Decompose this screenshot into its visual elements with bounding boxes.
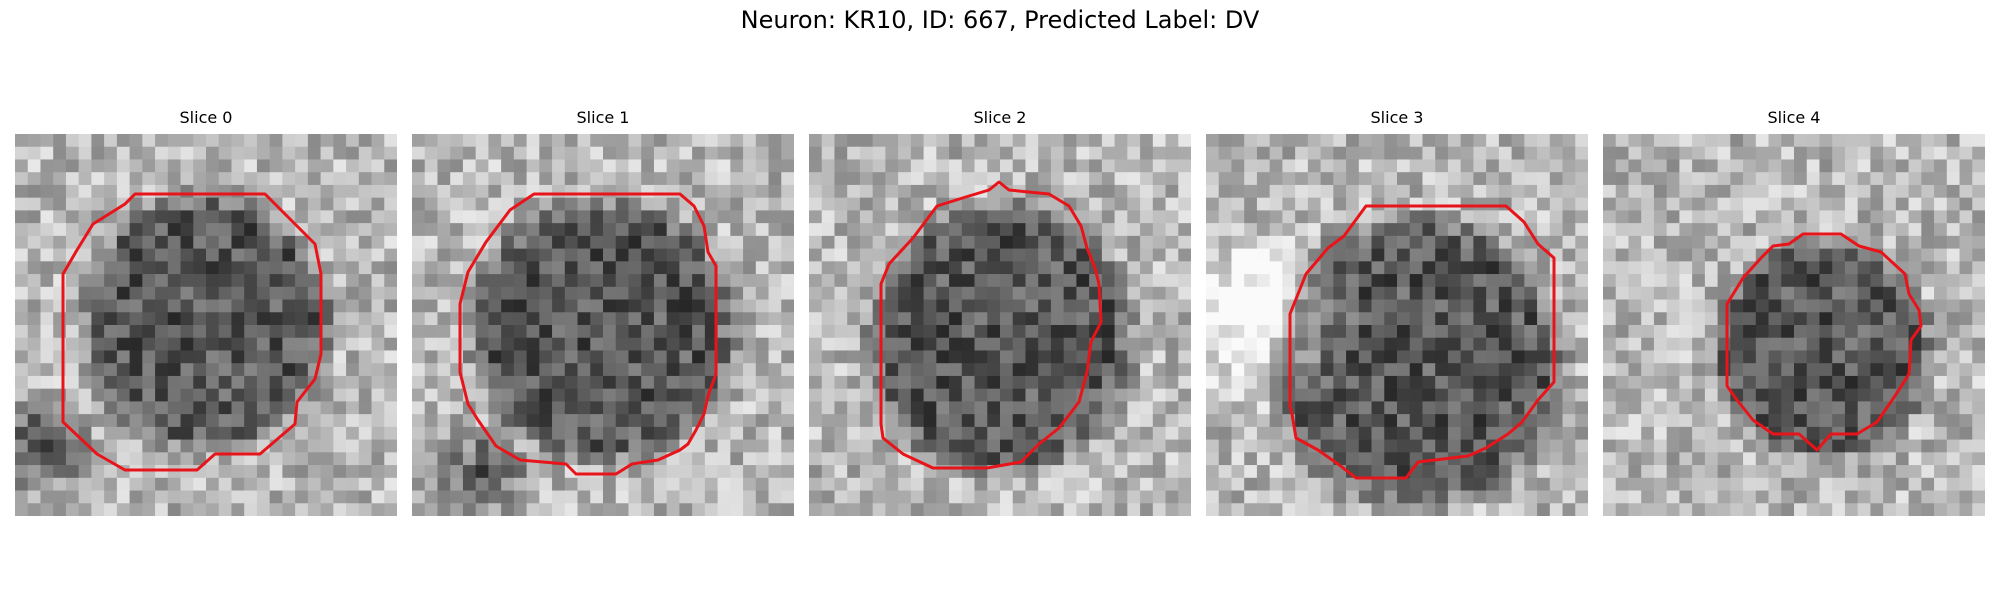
- pixel-grid-4: [1603, 134, 1985, 516]
- slice-title-0: Slice 0: [179, 108, 233, 127]
- slice-title-2: Slice 2: [973, 108, 1027, 127]
- pixel-grid-3: [1206, 134, 1588, 516]
- slice-image-4: [1603, 134, 1985, 516]
- slice-panel-3: Slice 3: [1206, 108, 1588, 520]
- pixel-grid-1: [412, 134, 794, 516]
- slice-panel-1: Slice 1: [412, 108, 794, 520]
- segmentation-contour-2: [879, 180, 1103, 470]
- slice-image-0: [15, 134, 397, 516]
- slice-image-3: [1206, 134, 1588, 516]
- segmentation-contour-1: [458, 192, 718, 476]
- slice-title-1: Slice 1: [576, 108, 630, 127]
- slice-panel-0: Slice 0: [15, 108, 397, 520]
- slice-title-4: Slice 4: [1767, 108, 1821, 127]
- figure-title: Neuron: KR10, ID: 667, Predicted Label: …: [740, 6, 1260, 34]
- segmentation-contour-0: [61, 192, 323, 472]
- slice-panel-4: Slice 4: [1603, 108, 1985, 520]
- segmentation-contour-3: [1288, 204, 1556, 480]
- slice-panel-2: Slice 2: [809, 108, 1191, 520]
- segmentation-contour-4: [1725, 232, 1923, 452]
- pixel-grid-2: [809, 134, 1191, 516]
- slice-image-1: [412, 134, 794, 516]
- slice-title-3: Slice 3: [1370, 108, 1424, 127]
- slice-image-2: [809, 134, 1191, 516]
- pixel-grid-0: [15, 134, 397, 516]
